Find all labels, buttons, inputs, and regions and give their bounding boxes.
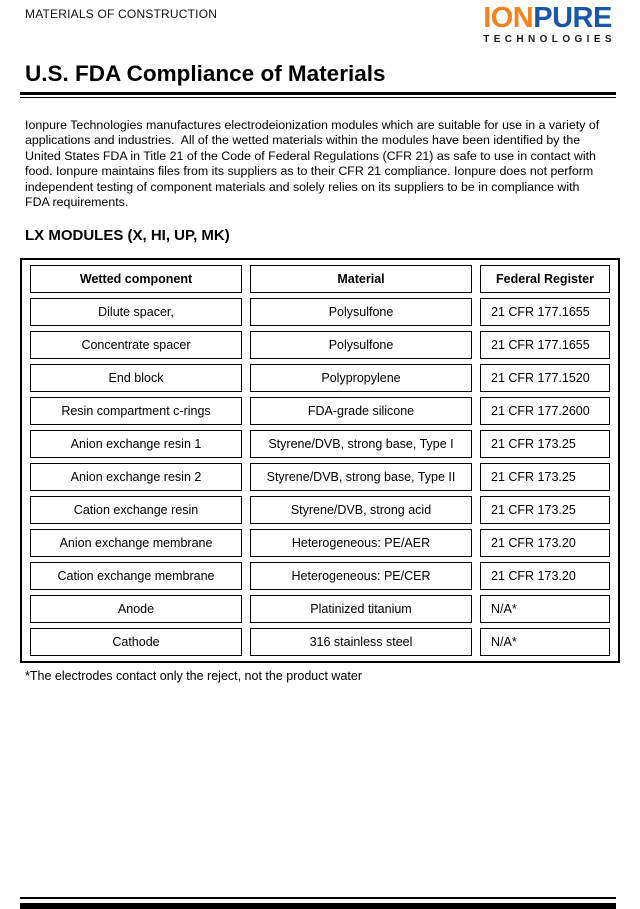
material-cell: Heterogeneous: PE/CER: [250, 561, 472, 590]
header-material: Material: [250, 264, 472, 293]
table-row: Dilute spacer, Polysulfone 21 CFR 177.16…: [30, 297, 610, 326]
federal-register-cell: 21 CFR 173.25: [480, 429, 610, 458]
intro-line: independent testing of component materia…: [25, 179, 580, 194]
table-header-row: Wetted component Material Federal Regist…: [30, 264, 610, 293]
material-cell: Polysulfone: [250, 330, 472, 359]
page-bottom-divider: [20, 897, 616, 909]
wetted-component-cell: Resin compartment c-rings: [30, 396, 242, 425]
wetted-component-cell: Concentrate spacer: [30, 330, 242, 359]
wetted-component-cell: Cation exchange resin: [30, 495, 242, 524]
material-cell: Platinized titanium: [250, 594, 472, 623]
materials-table: Wetted component Material Federal Regist…: [20, 257, 620, 663]
bottom-divider-thick-bar: [20, 902, 616, 909]
intro-line: United States FDA in Title 21 of the Cod…: [25, 148, 596, 163]
federal-register-cell: 21 CFR 173.20: [480, 528, 610, 557]
intro-paragraph: Ionpure Technologies manufactures electr…: [25, 118, 616, 211]
wetted-component-cell: Cathode: [30, 627, 242, 656]
wetted-component-cell: Anion exchange membrane: [30, 528, 242, 557]
table-row: Anion exchange resin 2 Styrene/DVB, stro…: [30, 462, 610, 491]
table-row: Cathode 316 stainless steel N/A*: [30, 627, 610, 656]
electrodes-footnote: *The electrodes contact only the reject,…: [25, 668, 362, 683]
federal-register-cell: 21 CFR 173.25: [480, 495, 610, 524]
intro-line: Ionpure Technologies manufactures electr…: [25, 117, 600, 132]
logo-wordmark: IONPURE: [483, 4, 616, 33]
material-cell: Styrene/DVB, strong acid: [250, 495, 472, 524]
table-row: Anion exchange resin 1 Styrene/DVB, stro…: [30, 429, 610, 458]
wetted-component-cell: Anion exchange resin 2: [30, 462, 242, 491]
table-row: Concentrate spacer Polysulfone 21 CFR 17…: [30, 330, 610, 359]
wetted-component-cell: Anion exchange resin 1: [30, 429, 242, 458]
federal-register-cell: 21 CFR 177.1520: [480, 363, 610, 392]
section-heading: LX MODULES (X, HI, UP, MK): [25, 226, 230, 244]
material-cell: Polysulfone: [250, 297, 472, 326]
table-row: Cation exchange membrane Heterogeneous: …: [30, 561, 610, 590]
material-cell: 316 stainless steel: [250, 627, 472, 656]
page-title: U.S. FDA Compliance of Materials: [25, 61, 386, 86]
logo-pure-text: PURE: [533, 2, 612, 34]
table-row: Anode Platinized titanium N/A*: [30, 594, 610, 623]
title-divider-thin-line: [20, 96, 616, 98]
federal-register-cell: N/A*: [480, 594, 610, 623]
federal-register-cell: 21 CFR 177.1655: [480, 330, 610, 359]
table-row: Anion exchange membrane Heterogeneous: P…: [30, 528, 610, 557]
material-cell: Styrene/DVB, strong base, Type II: [250, 462, 472, 491]
logo-ion-text: ION: [483, 2, 534, 34]
intro-line: food. Ionpure maintains files from its s…: [25, 164, 594, 179]
bottom-divider-thin-line: [20, 897, 616, 899]
material-cell: FDA-grade silicone: [250, 396, 472, 425]
intro-line: applications and industries. All of the …: [25, 133, 581, 148]
federal-register-cell: 21 CFR 177.2600: [480, 396, 610, 425]
federal-register-cell: 21 CFR 177.1655: [480, 297, 610, 326]
wetted-component-cell: Anode: [30, 594, 242, 623]
doc-category-label: MATERIALS OF CONSTRUCTION: [25, 7, 218, 21]
title-divider: [20, 92, 616, 98]
federal-register-cell: N/A*: [480, 627, 610, 656]
wetted-component-cell: Dilute spacer,: [30, 297, 242, 326]
wetted-component-cell: Cation exchange membrane: [30, 561, 242, 590]
material-cell: Styrene/DVB, strong base, Type I: [250, 429, 472, 458]
header-federal-register: Federal Register: [480, 264, 610, 293]
table-row: End block Polypropylene 21 CFR 177.1520: [30, 363, 610, 392]
wetted-component-cell: End block: [30, 363, 242, 392]
intro-line: FDA requirements.: [25, 195, 129, 210]
logo-subtitle: TECHNOLOGIES: [483, 34, 616, 45]
federal-register-cell: 21 CFR 173.20: [480, 561, 610, 590]
material-cell: Polypropylene: [250, 363, 472, 392]
federal-register-cell: 21 CFR 173.25: [480, 462, 610, 491]
table-row: Resin compartment c-rings FDA-grade sili…: [30, 396, 610, 425]
ionpure-logo: IONPURE TECHNOLOGIES: [483, 4, 616, 45]
material-cell: Heterogeneous: PE/AER: [250, 528, 472, 557]
header-wetted-component: Wetted component: [30, 264, 242, 293]
title-divider-thick-line: [20, 92, 616, 95]
table-row: Cation exchange resin Styrene/DVB, stron…: [30, 495, 610, 524]
